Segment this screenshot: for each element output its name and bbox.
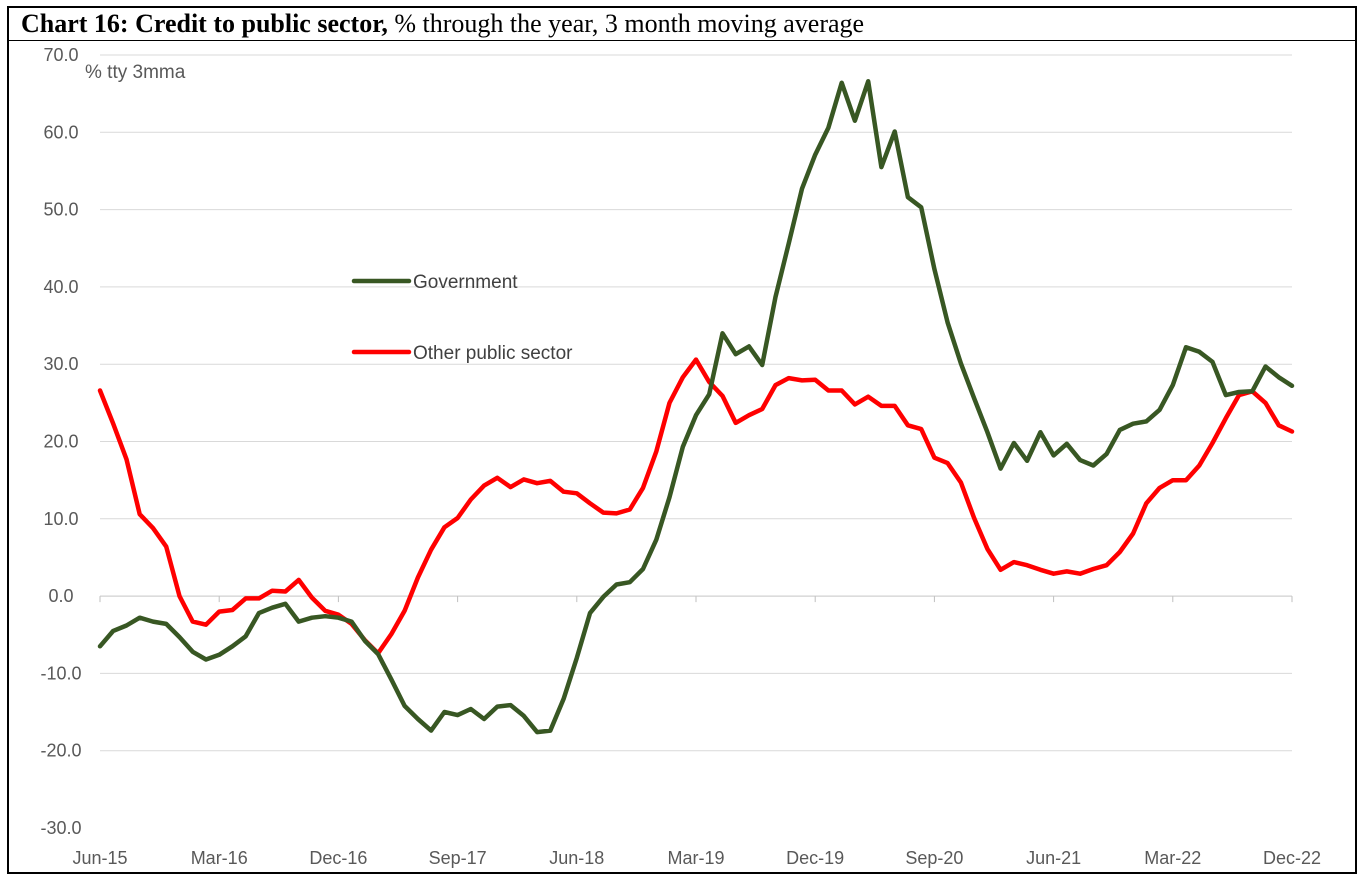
y-tick-label: 40.0: [43, 277, 78, 297]
x-tick-label: Dec-16: [309, 848, 367, 868]
y-tick-label: -20.0: [40, 741, 81, 761]
legend: Government Other public sector: [351, 272, 573, 364]
axes: 70.0 60.0 50.0 40.0 30.0 20.0 10.0 0.0 -10.0 -20.…: [40, 45, 1321, 868]
series-line-other-public-sector: [97, 357, 1295, 656]
y-tick-label: -10.0: [40, 663, 81, 683]
gridlines: [100, 54, 1292, 752]
series-lines: [97, 79, 1295, 735]
legend-label: Government: [413, 272, 518, 293]
y-tick-label: 10.0: [43, 509, 78, 529]
x-tick-label: Dec-22: [1263, 848, 1321, 868]
y-tick-label: 20.0: [43, 432, 78, 452]
x-tick-label: Dec-19: [786, 848, 844, 868]
x-tick-label: Sep-17: [429, 848, 487, 868]
chart-title-bold: Chart 16: Credit to public sector,: [21, 9, 388, 38]
chart-title-rest: % through the year, 3 month moving avera…: [394, 9, 865, 38]
chart-title: Chart 16: Credit to public sector, % thr…: [9, 8, 1355, 41]
line-chart: 70.0 60.0 50.0 40.0 30.0 20.0 10.0 0.0 -10.0 -20.…: [40, 45, 1321, 868]
y-unit-label: % tty 3mma: [85, 62, 186, 83]
chart-frame: Chart 16: Credit to public sector, % thr…: [7, 6, 1357, 874]
x-tick-label: Sep-20: [905, 848, 963, 868]
x-tick-label: Jun-15: [72, 848, 127, 868]
y-tick-label: 60.0: [43, 122, 78, 142]
y-tick-label: 70.0: [43, 45, 78, 65]
legend-label: Other public sector: [413, 343, 573, 364]
y-tick-label: 50.0: [43, 200, 78, 220]
y-tick-label: 0.0: [48, 586, 73, 606]
x-tick-label: Jun-21: [1026, 848, 1081, 868]
series-line-government: [97, 79, 1295, 735]
x-tick-label: Mar-19: [667, 848, 724, 868]
x-tick-label: Mar-16: [191, 848, 248, 868]
x-tick-label: Jun-18: [549, 848, 604, 868]
x-tick-label: Mar-22: [1144, 848, 1201, 868]
y-tick-label: 30.0: [43, 354, 78, 374]
y-tick-label: -30.0: [40, 818, 81, 838]
